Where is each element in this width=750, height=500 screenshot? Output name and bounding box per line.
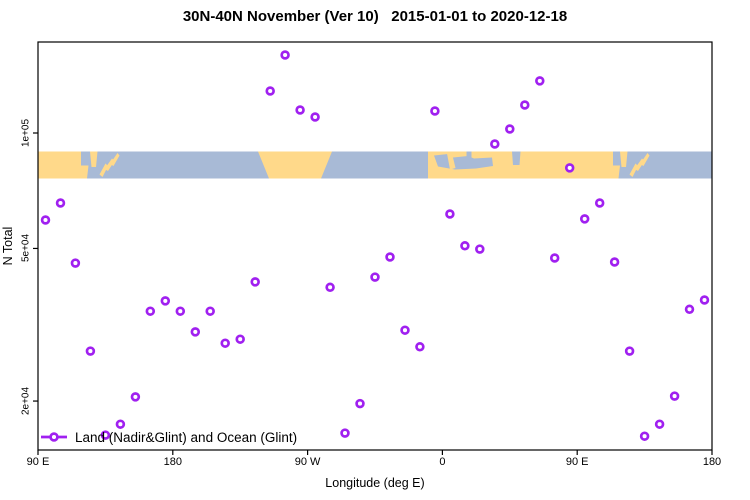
data-point [355, 398, 365, 409]
data-point [445, 209, 455, 219]
data-point [430, 106, 440, 116]
map-land-shape [258, 151, 332, 179]
data-point [130, 392, 141, 402]
map-land-shape [81, 165, 89, 179]
data-point [145, 306, 156, 316]
data-point [265, 86, 275, 96]
data-point [370, 272, 380, 282]
y-tick-label: 1e+05 [20, 118, 32, 148]
data-point [400, 325, 410, 335]
data-point [55, 198, 66, 208]
data-point [535, 76, 545, 86]
data-point [654, 419, 665, 429]
data-point [475, 244, 485, 254]
map-land-shape [447, 153, 456, 170]
data-point [505, 124, 515, 134]
map-land-shape [99, 163, 108, 177]
x-tick-label: 90 E [565, 456, 589, 468]
x-tick-label: 180 [702, 456, 722, 468]
data-point [460, 241, 470, 251]
legend-marker [49, 432, 59, 442]
y-tick-label: 5e+04 [20, 234, 32, 263]
x-tick-label: 180 [163, 456, 182, 468]
y-tick-label: 2e+04 [20, 387, 32, 416]
data-point [220, 338, 230, 348]
data-point [579, 214, 590, 224]
map-land-shape [110, 153, 120, 166]
data-point [520, 100, 530, 110]
map-land-shape [620, 151, 628, 167]
legend-label: Land (Nadir&Glint) and Ocean (Glint) [75, 430, 298, 445]
data-point [280, 50, 290, 60]
map-land-shape [38, 151, 81, 179]
data-point [85, 346, 96, 356]
data-point [310, 112, 320, 122]
map-land-shape [613, 165, 620, 179]
data-point [295, 105, 305, 115]
data-point [564, 163, 575, 173]
plot-border [37, 41, 713, 451]
x-axis-label: Longitude (deg E) [325, 476, 425, 490]
data-point [699, 295, 710, 305]
data-point [205, 306, 215, 316]
data-point [549, 253, 560, 263]
x-tick-label: 90 E [26, 456, 50, 468]
data-point [639, 431, 650, 441]
data-point [175, 306, 186, 316]
data-point [250, 277, 260, 287]
data-point [385, 252, 395, 262]
data-point [609, 257, 620, 267]
data-point [624, 346, 635, 356]
data-point [684, 304, 695, 315]
data-point [415, 342, 425, 352]
data-point [100, 430, 111, 440]
data-point [669, 391, 680, 401]
data-point [160, 296, 171, 306]
map-land-shape [640, 153, 650, 166]
data-point [340, 428, 350, 438]
data-point [594, 198, 605, 208]
data-point [190, 327, 201, 337]
map-ocean-shape [466, 151, 472, 160]
data-point [490, 139, 500, 149]
chart-title: 30N-40N November (Ver 10) 2015-01-01 to … [182, 8, 568, 25]
x-tick-label: 0 [439, 456, 446, 468]
map-land-shape [629, 163, 638, 177]
data-point [325, 282, 335, 293]
map-ocean-shape [512, 151, 521, 165]
data-point [40, 215, 51, 225]
data-point [70, 258, 81, 268]
data-point [235, 334, 245, 344]
x-tick-label: 90 W [294, 456, 321, 468]
data-point [115, 419, 126, 429]
map-land-shape [90, 151, 98, 167]
